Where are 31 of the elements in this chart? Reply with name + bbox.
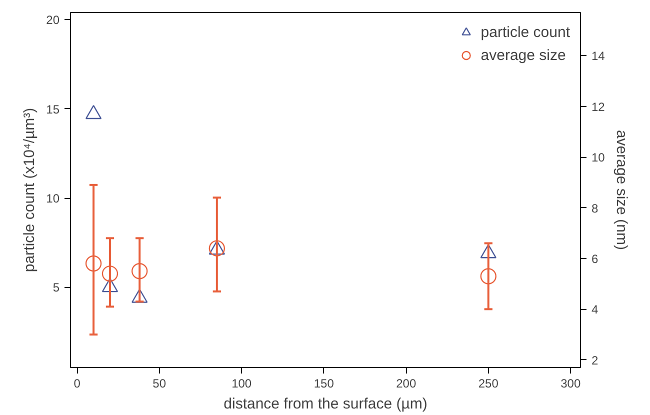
y-tick-label: 15	[46, 102, 60, 116]
y2-axis-title: average size (nm)	[612, 130, 630, 250]
point	[102, 278, 118, 292]
legend-label: average size	[480, 46, 566, 64]
x-tick-label: 250	[478, 376, 499, 390]
x-tick-label: 0	[74, 376, 81, 390]
y2-tick-label: 14	[592, 49, 606, 64]
point	[85, 255, 102, 272]
point	[131, 263, 148, 280]
point	[102, 266, 118, 282]
x-tick-label: 300	[560, 376, 581, 390]
point	[85, 104, 102, 120]
x-tick-label: 200	[396, 376, 416, 390]
x-tick-label: 50	[152, 376, 166, 390]
x-tick-label: 150	[314, 376, 334, 390]
y-tick-label: 20	[46, 13, 60, 28]
y2-tick-label: 4	[592, 302, 598, 317]
y2-tick-label: 2	[592, 353, 598, 368]
y2-tick-label: 8	[592, 201, 598, 216]
x-axis-title: distance from the surface (µm)	[224, 396, 428, 412]
y2-tick-label: 10	[592, 150, 606, 165]
point	[131, 288, 148, 303]
point	[480, 268, 496, 284]
y-axis-title: particle count (x10⁴/µm³)	[21, 108, 38, 272]
y2-tick-label: 12	[592, 100, 606, 114]
legend-label: particle count	[480, 24, 570, 40]
y-tick-label: 10	[46, 192, 60, 206]
x-tick-label: 100	[232, 376, 252, 390]
y-tick-label: 5	[52, 280, 60, 295]
y2-tick-label: 6	[592, 252, 598, 266]
point	[480, 244, 496, 258]
